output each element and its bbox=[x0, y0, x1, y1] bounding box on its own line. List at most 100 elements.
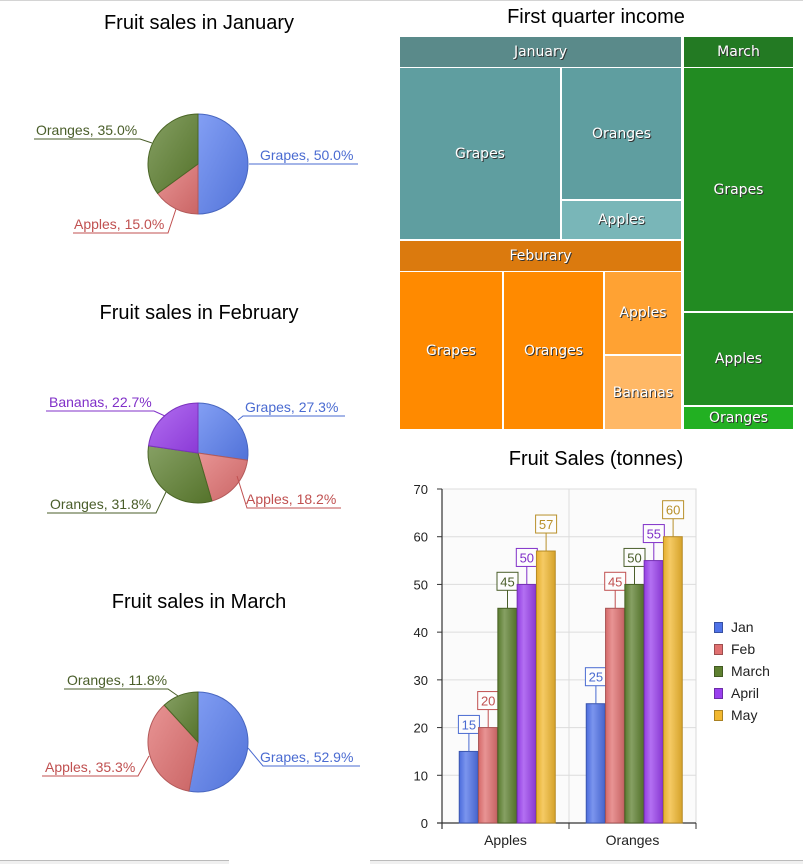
bottom-segment bbox=[0, 860, 229, 864]
legend-label: April bbox=[731, 685, 760, 701]
pie-chart-february: Fruit sales in February Grapes, 27.3% App… bbox=[0, 290, 398, 580]
y-tick-label: 30 bbox=[414, 673, 428, 688]
data-label: 25 bbox=[589, 670, 603, 685]
pie-chart-january: Fruit sales in January Grapes, 50.0% Appl… bbox=[0, 0, 398, 290]
pie-title: Fruit sales in February bbox=[99, 302, 299, 324]
treemap-cell-march-grapes[interactable]: Grapes bbox=[684, 68, 793, 311]
y-tick-label: 0 bbox=[421, 816, 428, 831]
legend-item-may[interactable]: May bbox=[714, 704, 770, 726]
pie-label-grapes: Grapes, 50.0% bbox=[260, 147, 353, 163]
data-label-box bbox=[496, 571, 519, 591]
pie-label-apples: Apples, 35.3% bbox=[45, 759, 135, 775]
treemap-cell-march-oranges[interactable]: Oranges bbox=[684, 407, 793, 429]
pie-slice-grapes[interactable] bbox=[188, 691, 249, 793]
treemap-group-header-january[interactable]: January bbox=[400, 37, 681, 67]
legend-swatch bbox=[714, 709, 723, 721]
data-label-box bbox=[604, 571, 627, 591]
treemap-title: First quarter income bbox=[507, 6, 685, 28]
pie-slice-apples[interactable] bbox=[147, 704, 199, 792]
pie-svg: Grapes, 50.0% Apples, 15.0% Oranges, 35.0% bbox=[34, 113, 358, 234]
treemap-chart: First quarter income January Grapes Oran… bbox=[398, 0, 803, 435]
y-tick-label: 60 bbox=[414, 530, 428, 545]
legend-swatch bbox=[714, 643, 723, 655]
bar-chart-svg: 0 10 20 30 40 50 60 70 Apples 15 20 45 50 57 Oranges 25… bbox=[414, 482, 697, 848]
bar-march-oranges[interactable] bbox=[624, 583, 645, 824]
x-tick-label: Apples bbox=[484, 832, 527, 848]
legend-swatch bbox=[714, 621, 723, 633]
pie-slice-bananas[interactable] bbox=[147, 402, 199, 454]
legend-item-feb[interactable]: Feb bbox=[714, 638, 770, 660]
bar-april-apples[interactable] bbox=[516, 583, 537, 824]
treemap-group-header-march[interactable]: March bbox=[684, 37, 793, 67]
data-label: 55 bbox=[647, 527, 661, 542]
treemap-cell-january-oranges[interactable]: Oranges bbox=[562, 68, 681, 199]
x-tick-label: Oranges bbox=[606, 832, 660, 848]
pie-leader-line bbox=[47, 491, 167, 514]
pie-leader-line bbox=[247, 747, 360, 767]
bar-chart-title: Fruit Sales (tonnes) bbox=[508, 448, 684, 470]
treemap-cell-january-grapes[interactable]: Grapes bbox=[400, 68, 560, 239]
treemap-cell-february-bananas[interactable]: Bananas bbox=[605, 356, 681, 429]
pie-slice-apples[interactable] bbox=[197, 452, 249, 502]
legend-label: Feb bbox=[731, 641, 756, 657]
data-label: 57 bbox=[539, 517, 553, 532]
pie-leader-line bbox=[46, 410, 166, 417]
data-label-box bbox=[623, 547, 646, 567]
data-label-box bbox=[535, 514, 558, 534]
pie-slice-oranges[interactable] bbox=[147, 445, 213, 504]
data-label: 50 bbox=[627, 550, 641, 565]
data-label: 45 bbox=[500, 574, 514, 589]
bar-march-apples[interactable] bbox=[497, 607, 518, 824]
legend-label: Jan bbox=[731, 619, 754, 635]
pie-leader-line bbox=[34, 138, 153, 144]
pie-label-grapes: Grapes, 27.3% bbox=[245, 399, 338, 415]
treemap-cell-february-apples[interactable]: Apples bbox=[605, 272, 681, 354]
bar-may-oranges[interactable] bbox=[662, 536, 683, 824]
pie-slice-oranges[interactable] bbox=[147, 113, 199, 195]
pie-leader-line bbox=[42, 755, 150, 777]
pie-label-grapes: Grapes, 52.9% bbox=[260, 749, 353, 765]
bottom-segment bbox=[370, 860, 803, 864]
legend-swatch bbox=[714, 687, 723, 699]
y-tick-label: 20 bbox=[414, 721, 428, 736]
pie-title: Fruit sales in March bbox=[111, 591, 287, 613]
data-label: 20 bbox=[481, 694, 495, 709]
treemap-group-header-february[interactable]: Feburary bbox=[400, 241, 681, 271]
data-label: 60 bbox=[666, 503, 680, 518]
pie-label-oranges: Oranges, 11.8% bbox=[67, 672, 167, 688]
legend-item-jan[interactable]: Jan bbox=[714, 616, 770, 638]
bar-feb-oranges[interactable] bbox=[605, 607, 625, 824]
bar-april-oranges[interactable] bbox=[643, 560, 664, 824]
treemap-cell-february-grapes[interactable]: Grapes bbox=[400, 272, 502, 429]
legend-label: May bbox=[731, 707, 758, 723]
pie-leader-line bbox=[236, 475, 341, 509]
treemap-cell-january-apples[interactable]: Apples bbox=[562, 201, 681, 239]
pie-chart-march: Fruit sales in March Grapes, 52.9% Apples… bbox=[0, 580, 398, 860]
top-divider bbox=[0, 0, 803, 1]
bar-jan-apples[interactable] bbox=[458, 750, 479, 824]
pie-leader-line bbox=[237, 415, 345, 421]
pie-slice-grapes[interactable] bbox=[197, 402, 249, 461]
pie-slice-oranges[interactable] bbox=[163, 691, 199, 744]
pie-slice-grapes[interactable] bbox=[197, 113, 249, 215]
pie-leader-line bbox=[64, 688, 179, 697]
chart-legend: Jan Feb March April May bbox=[714, 616, 770, 726]
legend-swatch bbox=[714, 665, 723, 677]
data-label-box bbox=[642, 524, 665, 544]
pie-svg: Grapes, 52.9% Apples, 35.3% Oranges, 11.8% bbox=[42, 672, 360, 793]
y-tick-label: 70 bbox=[414, 482, 428, 497]
data-label: 45 bbox=[608, 574, 622, 589]
pie-label-apples: Apples, 15.0% bbox=[74, 216, 164, 232]
bar-jan-oranges[interactable] bbox=[585, 703, 606, 824]
pie-label-oranges: Oranges, 35.0% bbox=[36, 122, 137, 138]
bar-feb-apples[interactable] bbox=[478, 727, 498, 824]
legend-item-april[interactable]: April bbox=[714, 682, 770, 704]
pie-leader-line bbox=[73, 208, 177, 234]
bar-chart: Fruit Sales (tonnes) 0 10 20 30 40 50 60 70 Appl… bbox=[398, 440, 803, 860]
treemap-cell-march-apples[interactable]: Apples bbox=[684, 313, 793, 405]
legend-item-march[interactable]: March bbox=[714, 660, 770, 682]
bar-may-apples[interactable] bbox=[535, 550, 556, 824]
pie-svg: Grapes, 27.3% Apples, 18.2% Oranges, 31.8%… bbox=[46, 394, 345, 514]
y-tick-label: 10 bbox=[414, 768, 428, 783]
treemap-cell-february-oranges[interactable]: Oranges bbox=[504, 272, 603, 429]
